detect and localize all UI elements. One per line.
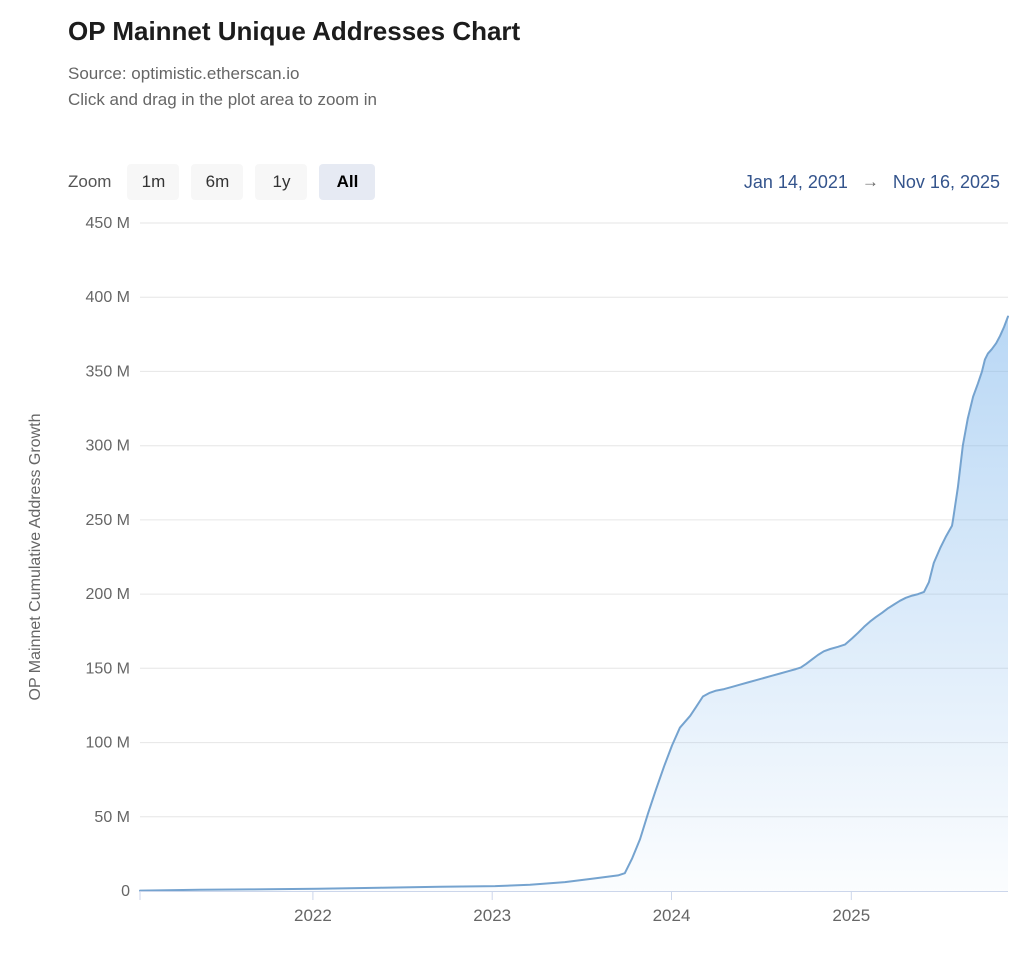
zoom-button-6m[interactable]: 6m [191,164,244,200]
y-axis-tick-label: 100 M [86,735,130,752]
y-axis-tick-label: 200 M [86,586,130,603]
area-series-line [139,315,1009,892]
y-axis-tick-label: 400 M [86,289,130,306]
zoom-button-1m[interactable]: 1m [127,164,180,200]
y-axis-tick-label: 250 M [86,512,130,529]
range-start-date[interactable]: Jan 14, 2021 [743,171,848,192]
chart-source: Source: optimistic.etherscan.io [68,64,300,83]
arrow-right-icon: → [861,172,879,191]
x-axis-tick-label: 2025 [832,906,870,925]
y-axis-tick-label: 50 M [94,809,130,826]
date-range: Jan 14, 2021 → Nov 16, 2025 [744,172,1000,193]
y-axis-title: OP Mainnet Cumulative Address Growth [27,414,44,701]
zoom-button-1y[interactable]: 1y [255,164,308,200]
y-axis-tick-label: 300 M [86,438,130,455]
y-axis-tick-label: 0 [121,883,130,900]
y-axis-tick-label: 350 M [86,363,130,380]
y-axis-tick-label: 150 M [86,660,130,677]
x-axis-tick-label: 2024 [653,906,691,925]
x-axis-tick-label: 2023 [473,906,511,925]
zoom-label: Zoom [68,172,112,191]
range-selector-toolbar: Zoom 1m 6m 1y All Jan 14, 2021 → Nov 16,… [68,162,1000,202]
y-axis-tick-label: 450 M [86,215,130,232]
chart-zoom-hint: Click and drag in the plot area to zoom … [68,90,378,109]
zoom-button-all[interactable]: All [319,164,376,200]
x-axis-tick-label: 2022 [294,906,332,925]
area-series-fill [140,316,1008,891]
plot-area[interactable]: 0 50 M 100 M 150 M 200 M 250 M 300 M 350 M 400 M… [0,16,1024,955]
range-end-date[interactable]: Nov 16, 2025 [892,171,1000,192]
page-title: OP Mainnet Unique Addresses Chart [68,16,521,46]
